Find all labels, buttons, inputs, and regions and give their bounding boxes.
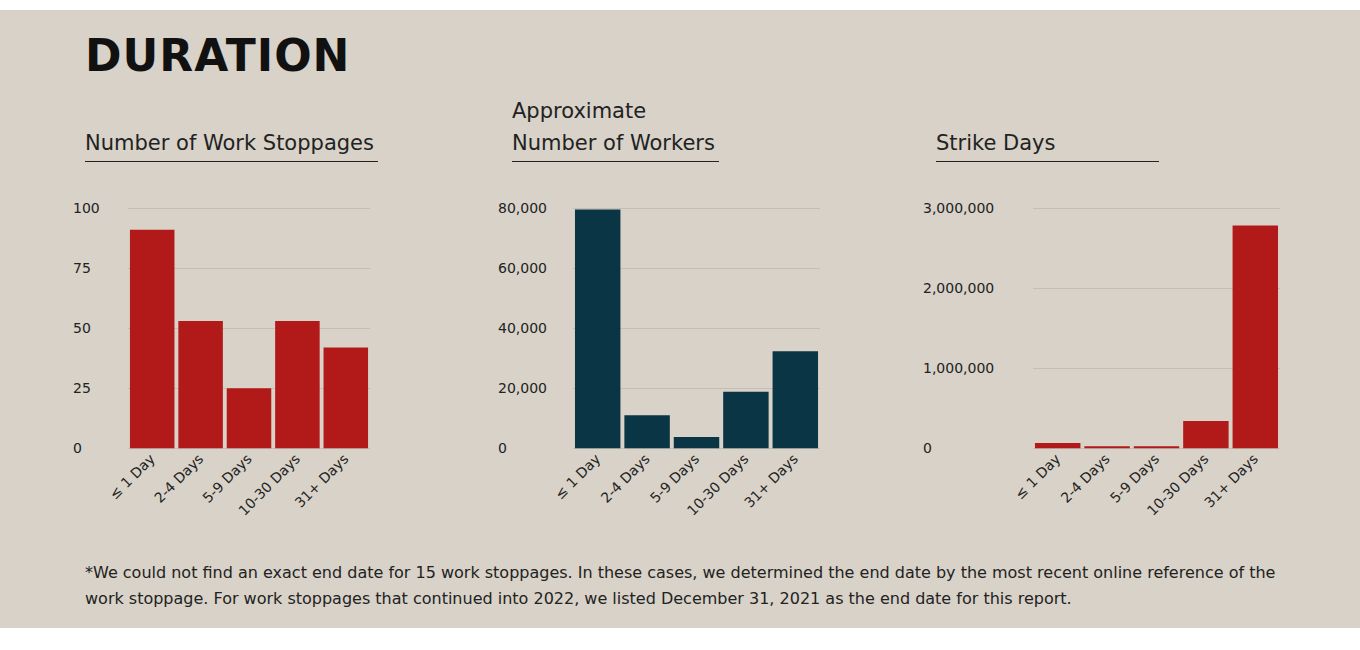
svg-text:0: 0 [923, 440, 932, 456]
svg-text:0: 0 [498, 440, 507, 456]
svg-text:10-30 Days: 10-30 Days [1144, 451, 1212, 519]
svg-text:5-9 Days: 5-9 Days [199, 450, 255, 506]
svg-text:50: 50 [73, 320, 91, 336]
svg-text:2-4 Days: 2-4 Days [597, 451, 652, 506]
html-text:Approximate: Approximate [512, 99, 647, 123]
svg-text:5-9 Days: 5-9 Days [646, 450, 703, 506]
svg-text:2-4 Days: 2-4 Days [1057, 451, 1112, 506]
svg-text:5-9 Days: 5-9 Days [1106, 450, 1163, 506]
svg-text:0: 0 [73, 440, 82, 456]
svg-text:≤ 1 Day: ≤ 1 Day [106, 450, 158, 503]
svg-text:≤ 1 Day: ≤ 1 Day [552, 451, 604, 503]
svg-text:80,000: 80,000 [498, 200, 547, 216]
html-text:*We could not find an exact en: *We could not find an exact end date for… [85, 563, 1276, 608]
svg-text:60,000: 60,000 [498, 260, 547, 276]
svg-text:3,000,000: 3,000,000 [923, 200, 994, 216]
svg-text:31+ Days: 31+ Days [291, 451, 351, 511]
svg-text:100: 100 [73, 200, 100, 216]
html-text:DURATION: DURATION [85, 30, 351, 81]
svg-text:≤ 1 Day: ≤ 1 Day [1012, 451, 1064, 503]
svg-text:10-30 Days: 10-30 Days [235, 451, 303, 519]
svg-text:2,000,000: 2,000,000 [923, 280, 994, 296]
html-text:Strike Days: Strike Days [936, 131, 1056, 155]
svg-text:20,000: 20,000 [498, 380, 547, 396]
svg-text:31+ Days: 31+ Days [741, 451, 801, 511]
svg-text:75: 75 [73, 260, 91, 276]
svg-text:1,000,000: 1,000,000 [923, 360, 994, 376]
html-text:Number of Workers: Number of Workers [512, 131, 715, 155]
svg-text:40,000: 40,000 [498, 320, 547, 336]
html-text:Number of Work Stoppages: Number of Work Stoppages [85, 131, 374, 155]
svg-text:2-4 Days: 2-4 Days [151, 451, 206, 506]
svg-text:10-30 Days: 10-30 Days [684, 451, 752, 519]
svg-text:31+ Days: 31+ Days [1201, 451, 1261, 511]
svg-text:25: 25 [73, 380, 91, 396]
